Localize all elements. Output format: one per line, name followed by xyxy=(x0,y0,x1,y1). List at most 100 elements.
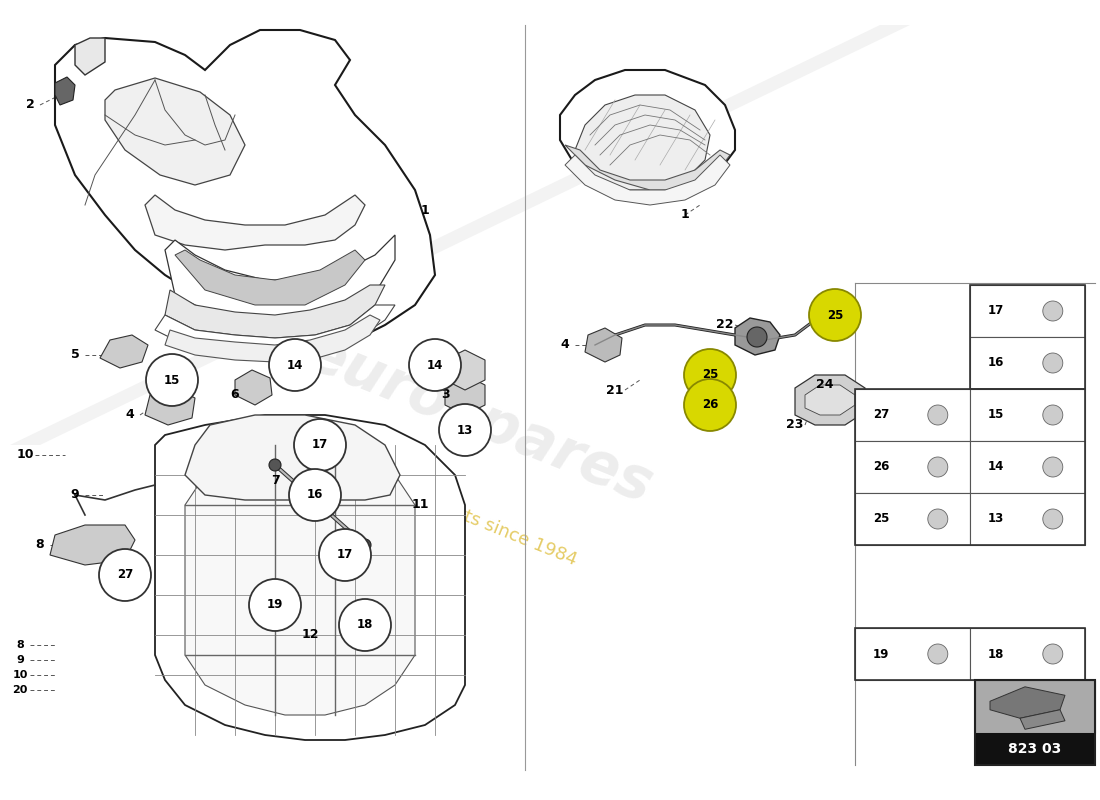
Text: 5: 5 xyxy=(70,349,79,362)
Circle shape xyxy=(270,339,321,391)
Text: 18: 18 xyxy=(356,618,373,631)
Circle shape xyxy=(1043,509,1063,529)
Text: 17: 17 xyxy=(312,438,328,451)
Polygon shape xyxy=(104,78,245,185)
Text: 8: 8 xyxy=(16,640,24,650)
Text: 823 03: 823 03 xyxy=(1009,742,1062,756)
FancyBboxPatch shape xyxy=(970,493,1085,545)
Polygon shape xyxy=(75,38,104,75)
Text: 2: 2 xyxy=(25,98,34,111)
Polygon shape xyxy=(55,30,435,345)
Polygon shape xyxy=(560,70,735,195)
Text: 14: 14 xyxy=(287,358,304,371)
Circle shape xyxy=(289,469,341,521)
FancyBboxPatch shape xyxy=(970,285,1085,337)
Polygon shape xyxy=(990,686,1065,718)
Text: 1: 1 xyxy=(420,203,429,217)
Circle shape xyxy=(1043,457,1063,477)
Polygon shape xyxy=(145,195,365,250)
Text: 25: 25 xyxy=(827,309,844,322)
FancyBboxPatch shape xyxy=(855,389,970,441)
Text: 14: 14 xyxy=(427,358,443,371)
Polygon shape xyxy=(50,525,135,565)
FancyBboxPatch shape xyxy=(970,337,1085,389)
Text: eurospares: eurospares xyxy=(298,325,662,515)
Circle shape xyxy=(927,405,948,425)
Circle shape xyxy=(409,339,461,391)
Polygon shape xyxy=(235,370,272,405)
Circle shape xyxy=(146,354,198,406)
Polygon shape xyxy=(185,445,415,715)
Text: 13: 13 xyxy=(988,513,1004,526)
Text: 19: 19 xyxy=(873,647,890,661)
Text: 10: 10 xyxy=(16,449,34,462)
Circle shape xyxy=(684,379,736,431)
Polygon shape xyxy=(100,335,148,368)
Polygon shape xyxy=(165,235,395,325)
Polygon shape xyxy=(446,375,485,415)
Text: 18: 18 xyxy=(988,647,1004,661)
Polygon shape xyxy=(10,25,910,445)
Polygon shape xyxy=(446,350,485,390)
Polygon shape xyxy=(805,385,855,415)
Text: 16: 16 xyxy=(988,357,1004,370)
Polygon shape xyxy=(165,285,385,338)
Text: 3: 3 xyxy=(441,389,449,402)
Circle shape xyxy=(808,289,861,341)
FancyBboxPatch shape xyxy=(975,733,1094,765)
FancyBboxPatch shape xyxy=(975,680,1094,733)
Text: 23: 23 xyxy=(786,418,804,431)
Circle shape xyxy=(927,457,948,477)
Text: 26: 26 xyxy=(873,461,890,474)
Text: 17: 17 xyxy=(337,549,353,562)
Circle shape xyxy=(1043,353,1063,373)
Text: 1: 1 xyxy=(681,209,690,222)
Polygon shape xyxy=(585,328,622,362)
Text: 4: 4 xyxy=(125,409,134,422)
Text: 14: 14 xyxy=(988,461,1004,474)
Text: 12: 12 xyxy=(301,629,319,642)
Circle shape xyxy=(747,327,767,347)
Text: 6: 6 xyxy=(231,389,240,402)
Polygon shape xyxy=(1020,710,1065,730)
Text: 22: 22 xyxy=(716,318,734,331)
Text: 9: 9 xyxy=(16,655,24,665)
Text: 25: 25 xyxy=(702,369,718,382)
FancyBboxPatch shape xyxy=(970,628,1085,680)
Polygon shape xyxy=(155,415,465,740)
Circle shape xyxy=(339,599,390,651)
Text: 10: 10 xyxy=(12,670,28,680)
Text: 19: 19 xyxy=(267,598,283,611)
Polygon shape xyxy=(185,415,400,500)
Text: 27: 27 xyxy=(117,569,133,582)
Circle shape xyxy=(99,549,151,601)
Circle shape xyxy=(439,404,491,456)
FancyBboxPatch shape xyxy=(855,441,970,493)
Text: 27: 27 xyxy=(873,409,889,422)
Circle shape xyxy=(1043,644,1063,664)
Polygon shape xyxy=(735,318,780,355)
Text: a passion for parts since 1984: a passion for parts since 1984 xyxy=(320,450,580,570)
FancyBboxPatch shape xyxy=(855,493,970,545)
Text: 11: 11 xyxy=(411,498,429,511)
Polygon shape xyxy=(565,155,730,205)
Circle shape xyxy=(684,349,736,401)
Text: 26: 26 xyxy=(702,398,718,411)
Text: 21: 21 xyxy=(606,383,624,397)
Circle shape xyxy=(1043,405,1063,425)
Text: 15: 15 xyxy=(988,409,1004,422)
Circle shape xyxy=(249,579,301,631)
Text: 25: 25 xyxy=(873,513,890,526)
Circle shape xyxy=(1043,301,1063,321)
Text: 7: 7 xyxy=(271,474,279,486)
Text: 4: 4 xyxy=(561,338,570,351)
Polygon shape xyxy=(175,250,365,305)
Text: 24: 24 xyxy=(816,378,834,391)
Polygon shape xyxy=(55,77,75,105)
Polygon shape xyxy=(565,145,730,190)
Circle shape xyxy=(359,539,371,551)
FancyBboxPatch shape xyxy=(970,389,1085,441)
Circle shape xyxy=(927,644,948,664)
Circle shape xyxy=(319,529,371,581)
Text: 17: 17 xyxy=(988,305,1004,318)
